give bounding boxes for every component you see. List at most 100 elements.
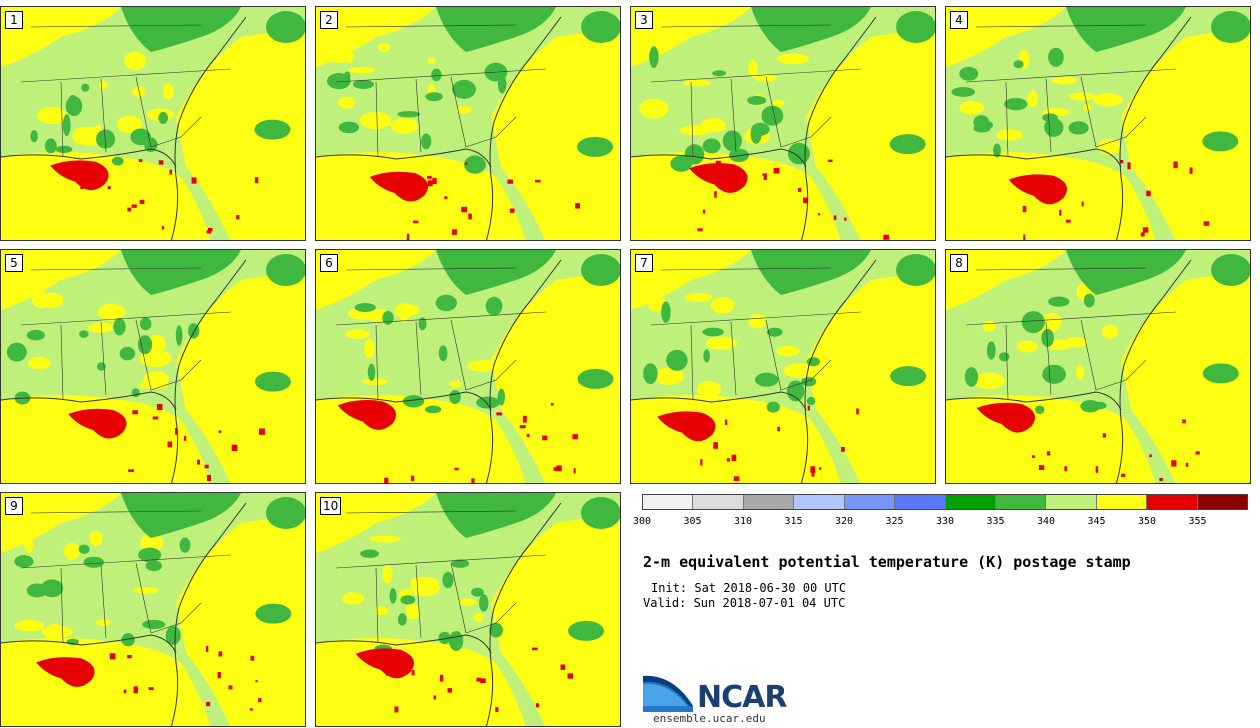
warm-blob xyxy=(325,44,352,64)
colorbar-tick-label: 335 xyxy=(986,516,1005,527)
hot-speck xyxy=(1031,455,1035,458)
hot-speck xyxy=(1120,160,1124,164)
warm-blob xyxy=(348,66,376,74)
gulf-hot-region xyxy=(1008,174,1068,205)
hot-speck xyxy=(231,444,238,452)
cool-blob xyxy=(986,341,996,360)
northwest-warm-region xyxy=(946,250,1066,310)
cool-blob xyxy=(400,595,416,605)
northwest-warm-region xyxy=(631,250,751,310)
hot-speck xyxy=(451,229,457,235)
hot-speck xyxy=(526,434,530,438)
appalachian-cool-region xyxy=(1066,250,1186,295)
hot-speck xyxy=(1023,234,1026,240)
hot-speck xyxy=(131,204,137,208)
cool-blob xyxy=(1083,293,1095,308)
cool-blob xyxy=(113,318,126,336)
northeast-cool-patch xyxy=(896,254,935,286)
warm-blob xyxy=(24,536,34,554)
gulf-coastline xyxy=(631,148,807,168)
cool-blob xyxy=(766,401,780,413)
cool-blob xyxy=(6,342,27,362)
gulf-coastline xyxy=(946,391,1122,411)
warm-blob xyxy=(405,304,420,316)
state-border xyxy=(1095,116,1147,148)
hot-speck xyxy=(206,475,211,482)
map-field xyxy=(1,250,305,483)
cool-blob xyxy=(951,87,976,97)
appalachian-cool-region xyxy=(436,7,556,52)
northwest-warm-region xyxy=(946,7,1066,67)
state-border xyxy=(375,81,379,158)
warm-blob xyxy=(63,543,81,560)
northwest-warm-region xyxy=(631,7,751,67)
hot-speck xyxy=(1149,454,1152,458)
northeast-cool-patch xyxy=(266,254,305,286)
hot-speck xyxy=(480,678,486,683)
hot-speck xyxy=(410,475,415,482)
hot-speck xyxy=(1046,451,1051,456)
warm-blob xyxy=(359,111,392,130)
warm-blob xyxy=(776,345,800,357)
northeast-cool-patch xyxy=(266,497,305,529)
hot-speck xyxy=(158,160,164,165)
warm-blob xyxy=(1068,92,1096,101)
hot-speck xyxy=(773,167,780,174)
hot-speck xyxy=(385,671,391,676)
hot-speck xyxy=(1203,221,1210,226)
northeast-cool-patch xyxy=(1211,11,1250,43)
cool-blob xyxy=(476,396,500,409)
hot-speck xyxy=(427,180,433,187)
offshore-cool-patch xyxy=(255,603,292,624)
panel-label: 9 xyxy=(5,497,23,515)
cool-blob xyxy=(702,327,724,337)
hot-speck xyxy=(567,673,574,679)
cool-blob xyxy=(993,143,1001,158)
hot-speck xyxy=(811,471,815,477)
hot-speck xyxy=(80,183,84,189)
cool-blob xyxy=(489,622,503,638)
cool-blob xyxy=(55,145,73,154)
hot-speck xyxy=(733,476,740,481)
state-border xyxy=(345,510,517,514)
hot-speck xyxy=(1173,161,1178,169)
hot-speck xyxy=(250,655,255,661)
ncar-wordmark: NCAR xyxy=(697,680,787,715)
warm-blob xyxy=(345,329,370,339)
hot-speck xyxy=(1059,209,1062,216)
warm-blob xyxy=(96,619,111,627)
hot-speck xyxy=(258,428,265,435)
state-border xyxy=(1005,81,1009,158)
hot-speck xyxy=(572,434,579,440)
state-border xyxy=(465,359,517,391)
offshore-cool-patch xyxy=(890,366,927,387)
hot-speck xyxy=(217,672,221,679)
hot-speck xyxy=(828,159,833,163)
warm-blob xyxy=(89,530,103,546)
warm-blob xyxy=(467,359,500,372)
hot-speck xyxy=(471,478,475,483)
warm-blob xyxy=(14,620,45,632)
gulf-coastline xyxy=(316,391,492,411)
northwest-warm-region xyxy=(316,493,436,553)
hot-speck xyxy=(228,685,233,690)
cool-blob xyxy=(801,377,817,387)
state-border xyxy=(765,319,782,391)
hot-speck xyxy=(726,458,730,462)
state-border xyxy=(1005,324,1009,401)
state-border xyxy=(465,116,517,148)
ensemble-panel-2: 2 xyxy=(315,6,621,241)
panel-label: 8 xyxy=(950,254,968,272)
map-field xyxy=(316,7,620,240)
state-border xyxy=(765,76,782,148)
cool-blob xyxy=(1013,60,1024,69)
state-border xyxy=(650,68,862,83)
gulf-coastline xyxy=(946,148,1122,168)
atlantic-warm-region xyxy=(491,513,620,726)
state-border xyxy=(660,24,832,28)
gulf-coastline xyxy=(316,634,492,654)
offshore-cool-patch xyxy=(254,119,291,140)
cool-blob xyxy=(354,302,376,312)
state-border xyxy=(60,324,64,401)
hot-speck xyxy=(175,427,178,435)
